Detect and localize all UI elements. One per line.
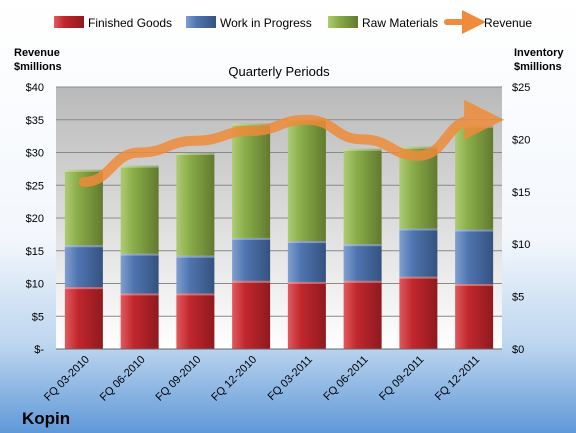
bar-finished-goods [120, 293, 159, 349]
legend-swatch-work-in-progress [186, 16, 216, 28]
bar-raw-materials [120, 165, 159, 254]
revenue-series-line [78, 99, 505, 187]
right-tick-label: $20 [512, 134, 530, 146]
bar-highlight [399, 146, 438, 149]
bar-highlight [64, 169, 103, 172]
bar-highlight [176, 255, 215, 258]
bar-work-in-progress [176, 255, 215, 294]
left-tick-label: $15 [26, 246, 44, 258]
bar-highlight [64, 287, 103, 290]
bar-finished-goods [64, 287, 103, 349]
bar-work-in-progress [232, 237, 271, 281]
bar-highlight [343, 280, 382, 283]
legend-label-revenue: Revenue [484, 16, 532, 30]
legend-swatch-raw-materials [328, 16, 358, 28]
company-name: Kopin [22, 409, 70, 428]
right-tick-label: $0 [512, 344, 524, 356]
bar-finished-goods [287, 281, 326, 349]
right-tick-label: $15 [512, 187, 530, 199]
right-axis-title-line1: Inventory [514, 47, 564, 59]
bar-highlight [64, 245, 103, 248]
legend-label-raw-materials: Raw Materials [362, 16, 438, 30]
left-tick-label: $5 [32, 311, 44, 323]
bar-finished-goods [176, 293, 215, 349]
bar-highlight [399, 276, 438, 279]
right-axis-title-line2: $millions [514, 61, 562, 73]
bar-raw-materials [287, 118, 326, 242]
bar-work-in-progress [455, 229, 494, 285]
left-axis-ticks: $- $5 $10 $15 $20 $25 $30 $35 $40 [26, 82, 45, 356]
legend-label-work-in-progress: Work in Progress [220, 16, 312, 30]
left-axis-title-line1: Revenue [14, 47, 60, 59]
bar-highlight [120, 165, 159, 168]
right-tick-label: $25 [512, 82, 530, 94]
revenue-line [78, 99, 505, 187]
bar-highlight [343, 244, 382, 247]
left-tick-label: $30 [26, 148, 44, 160]
left-tick-label: $25 [26, 180, 44, 192]
bar-raw-materials [343, 148, 382, 245]
bar-raw-materials [455, 125, 494, 230]
bar-highlight [343, 148, 382, 151]
left-tick-label: $10 [26, 279, 44, 291]
left-tick-label: $40 [26, 82, 44, 94]
bar-raw-materials [176, 153, 215, 256]
bar-finished-goods [343, 280, 382, 349]
bar-highlight [176, 153, 215, 156]
left-tick-label: $20 [26, 213, 44, 225]
bar-highlight [287, 281, 326, 284]
bar-finished-goods [399, 276, 438, 349]
right-axis-ticks: $0 $5 $10 $15 $20 $25 [512, 82, 530, 356]
bar-highlight [399, 228, 438, 231]
bar-highlight [455, 229, 494, 232]
right-tick-label: $5 [512, 292, 524, 304]
legend: Finished Goods Work in Progress Raw Mate… [54, 10, 532, 34]
bar-work-in-progress [287, 241, 326, 282]
bar-highlight [232, 280, 271, 283]
left-tick-label: $- [34, 344, 44, 356]
bar-finished-goods [232, 280, 271, 349]
bar-highlight [232, 123, 271, 126]
bar-raw-materials [232, 123, 271, 238]
bar-highlight [455, 284, 494, 287]
bar-highlight [232, 237, 271, 240]
legend-swatch-finished-goods [54, 16, 84, 28]
bar-work-in-progress [120, 253, 159, 294]
legend-label-finished-goods: Finished Goods [88, 16, 172, 30]
bar-highlight [120, 253, 159, 256]
bar-work-in-progress [343, 244, 382, 281]
left-axis-title-line2: $millions [14, 61, 62, 73]
bar-work-in-progress [399, 228, 438, 277]
chart-title: Quarterly Periods [228, 64, 330, 79]
bar-work-in-progress [64, 245, 103, 288]
bar-highlight [176, 293, 215, 296]
left-tick-label: $35 [26, 115, 44, 127]
right-tick-label: $10 [512, 239, 530, 251]
bar-highlight [287, 241, 326, 244]
bar-highlight [120, 293, 159, 296]
bar-finished-goods [455, 284, 494, 349]
